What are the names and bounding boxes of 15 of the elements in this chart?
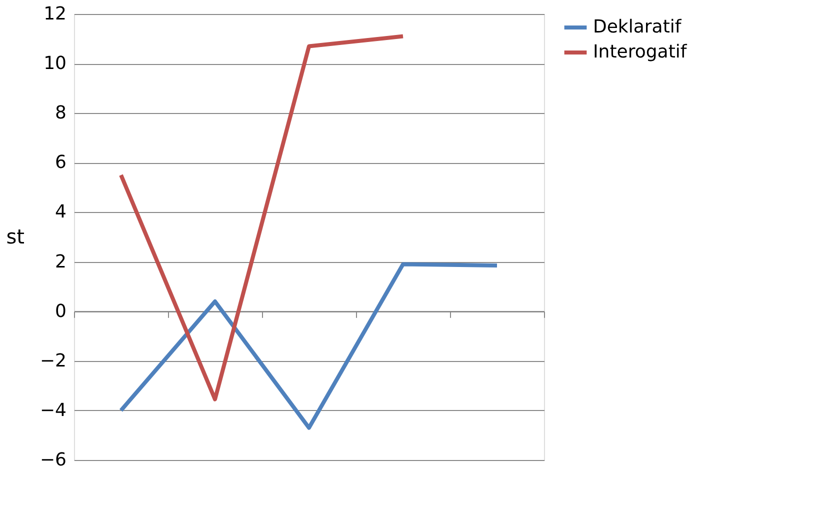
- y-tick-label: −2: [40, 350, 66, 372]
- y-tick-label: 8: [55, 102, 66, 124]
- y-tick-label: 12: [44, 4, 66, 24]
- y-tick-label: 10: [44, 53, 66, 74]
- y-tick-label: 4: [55, 202, 66, 223]
- y-tick-label: 6: [55, 152, 66, 174]
- line-series: [119, 262, 499, 430]
- legend-label: Interogatif: [593, 42, 688, 62]
- y-tick-label: 2: [55, 251, 66, 272]
- y-tick-label: −6: [40, 450, 66, 470]
- line-series: [119, 34, 405, 402]
- y-tick-label: −4: [40, 400, 66, 421]
- y-tick-label: 0: [55, 300, 66, 322]
- legend-label: Deklaratif: [593, 16, 682, 38]
- y-axis-title: st: [6, 224, 25, 248]
